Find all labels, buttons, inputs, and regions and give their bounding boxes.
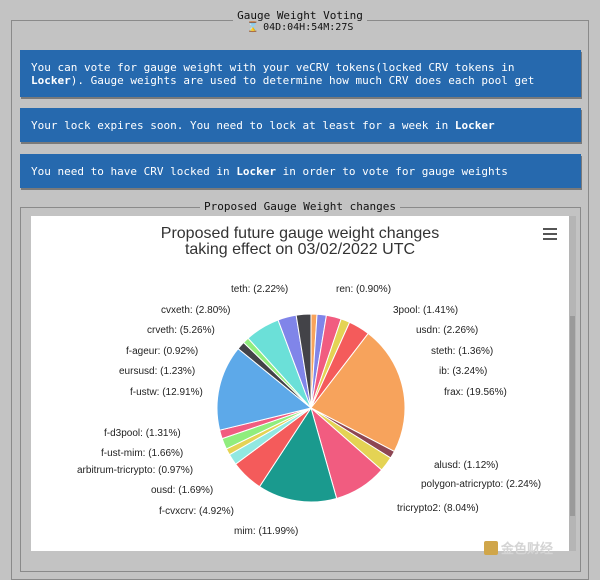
pie-data-label: alusd: (1.12%) [434, 460, 498, 471]
pie-data-label: f-d3pool: (1.31%) [104, 428, 181, 439]
section-title: Gauge Weight Voting [0, 9, 600, 22]
chart-menu-icon[interactable] [543, 228, 557, 243]
pie-data-label: ib: (3.24%) [439, 366, 487, 377]
locker-link[interactable]: Locker [31, 73, 71, 87]
pie-svg: Proposed future gauge weight changes tak… [77, 225, 541, 537]
pie-slice-teth[interactable] [295, 313, 312, 409]
pie-data-label: cvxeth: (2.80%) [161, 305, 230, 316]
pie-data-label: tricrypto2: (8.04%) [397, 503, 479, 514]
pie-data-label: f-ustw: (12.91%) [130, 387, 203, 398]
pie-slice-mim[interactable] [258, 406, 338, 503]
pie-data-label: 3pool: (1.41%) [393, 305, 458, 316]
watermark-logo-icon [484, 541, 498, 555]
info-box-lock-expiry: Your lock expires soon. You need to lock… [20, 108, 581, 142]
pie-data-label: usdn: (2.26%) [416, 325, 478, 336]
pie-data-label: f-ageur: (0.92%) [126, 346, 198, 357]
gauge-weight-pie-chart: Proposed future gauge weight changes tak… [31, 216, 569, 551]
locker-link[interactable]: Locker [236, 164, 277, 178]
info-box-lock-required: You need to have CRV locked in Locker in… [20, 154, 581, 188]
pie-data-label: mim: (11.99%) [234, 526, 298, 537]
pie-data-label: steth: (1.36%) [431, 346, 493, 357]
pie-data-label: arbitrum-tricrypto: (0.97%) [77, 465, 193, 476]
pie-slice-frax[interactable] [310, 332, 406, 453]
pie-data-label: f-ust-mim: (1.66%) [101, 448, 183, 459]
pie-slice-f-ustw[interactable] [216, 347, 313, 431]
info-box-vote-explanation: You can vote for gauge weight with your … [20, 50, 581, 97]
proposed-changes-title: Proposed Gauge Weight changes [0, 200, 600, 213]
locker-link[interactable]: Locker [454, 118, 495, 132]
pie-data-label: teth: (2.22%) [231, 284, 288, 295]
pie-data-label: eursusd: (1.23%) [119, 366, 195, 377]
pie-data-label: frax: (19.56%) [444, 387, 507, 398]
pie-data-label: f-cvxcrv: (4.92%) [159, 506, 234, 517]
pie-data-label: polygon-atricrypto: (2.24%) [421, 479, 541, 490]
hourglass-icon: ⌛ [246, 22, 260, 33]
pie-data-label: crveth: (5.26%) [147, 325, 215, 336]
pie-data-label: ousd: (1.69%) [151, 485, 213, 496]
chart-title-line1: Proposed future gauge weight changes [161, 225, 439, 242]
scrollbar[interactable] [569, 216, 576, 551]
scrollbar-thumb[interactable] [570, 316, 575, 516]
pie-data-label: ren: (0.90%) [336, 284, 391, 295]
countdown-timer: ⌛ 04D:04H:54M:27S [246, 22, 354, 33]
watermark: 金色财经 [484, 538, 553, 557]
chart-title-line2: taking effect on 03/02/2022 UTC [185, 241, 415, 258]
